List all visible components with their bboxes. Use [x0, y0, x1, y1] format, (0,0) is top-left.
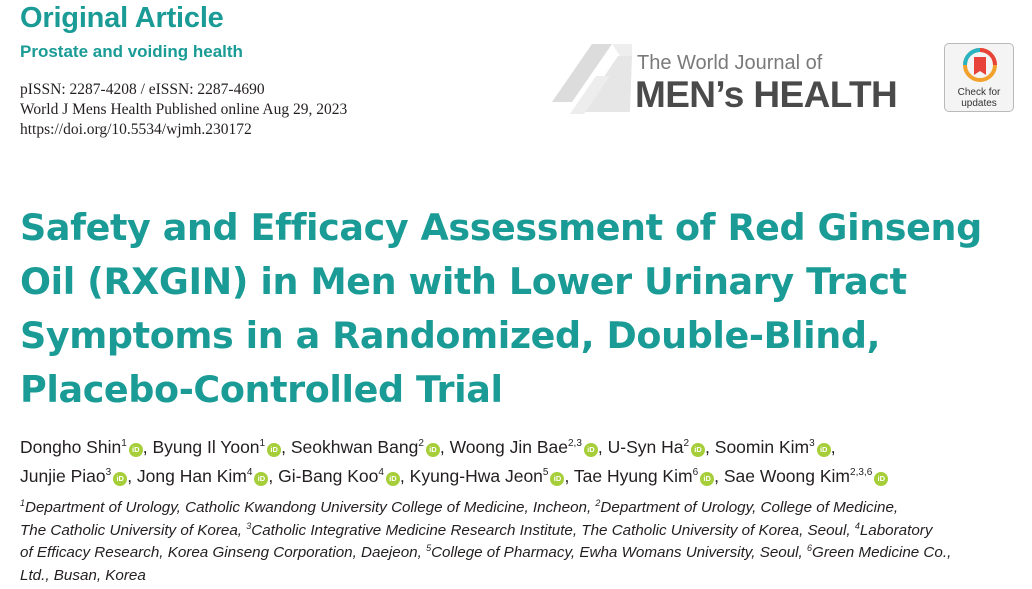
affiliations: 1Department of Urology, Catholic Kwandon…	[20, 497, 1020, 587]
title-line: Placebo-Controlled Trial	[20, 368, 503, 411]
author: Tae Hyung Kim6iD	[574, 466, 715, 486]
author-list: Dongho Shin1iD, Byung Il Yoon1iD, Seokhw…	[20, 433, 1025, 491]
orcid-icon[interactable]: iD	[550, 472, 565, 486]
orcid-icon[interactable]: iD	[874, 472, 889, 486]
affiliation-line: of Efficacy Research, Korea Ginseng Corp…	[20, 543, 952, 562]
orcid-icon[interactable]: iD	[385, 472, 400, 486]
title-line: Oil (RXGIN) in Men with Lower Urinary Tr…	[20, 260, 907, 303]
title-line: Symptoms in a Randomized, Double-Blind,	[20, 314, 881, 357]
author-line: Dongho Shin1iD, Byung Il Yoon1iD, Seokhw…	[20, 437, 836, 457]
publication-line: World J Mens Health Published online Aug…	[20, 101, 348, 118]
doi-link[interactable]: https://doi.org/10.5534/wjmh.230172	[20, 121, 252, 138]
author: Jong Han Kim4iD	[137, 466, 269, 486]
journal-name-line2: MEN’s HEALTH	[635, 74, 898, 115]
journal-logo-mark	[552, 44, 632, 114]
affiliation-line: The Catholic University of Korea, 3Catho…	[20, 520, 933, 539]
author-line: Junjie Piao3iD, Jong Han Kim4iD, Gi-Bang…	[20, 462, 1025, 491]
author: Dongho Shin1iD	[20, 437, 143, 457]
crossmark-icon	[963, 48, 997, 82]
author: Sae Woong Kim2,3,6iD	[724, 466, 889, 486]
orcid-icon[interactable]: iD	[425, 443, 440, 457]
orcid-icon[interactable]: iD	[267, 443, 282, 457]
author: Kyung-Hwa Jeon5iD	[410, 466, 565, 486]
author: Woong Jin Bae2,3iD	[450, 437, 598, 457]
author: Seokhwan Bang2iD	[291, 437, 440, 457]
check-for-updates-button[interactable]: Check for updates	[944, 43, 1014, 112]
author: Gi-Bang Koo4iD	[278, 466, 400, 486]
author: Junjie Piao3iD	[20, 466, 128, 486]
article-section: Prostate and voiding health	[20, 42, 243, 61]
orcid-icon[interactable]: iD	[816, 443, 831, 457]
article-type: Original Article	[20, 2, 224, 34]
orcid-icon[interactable]: iD	[691, 443, 706, 457]
author: Byung Il Yoon1iD	[153, 437, 282, 457]
journal-name-line1: The World Journal of	[637, 52, 823, 74]
orcid-icon[interactable]: iD	[254, 472, 269, 486]
orcid-icon[interactable]: iD	[700, 472, 715, 486]
orcid-icon[interactable]: iD	[583, 443, 598, 457]
orcid-icon[interactable]: iD	[128, 443, 143, 457]
author: U-Syn Ha2iD	[608, 437, 706, 457]
check-updates-label: Check for updates	[957, 87, 1001, 109]
title-line: Safety and Efficacy Assessment of Red Gi…	[20, 206, 982, 249]
orcid-icon[interactable]: iD	[113, 472, 128, 486]
affiliation-line: 1Department of Urology, Catholic Kwandon…	[20, 498, 899, 517]
author: Soomin Kim3iD	[715, 437, 831, 457]
issn-line: pISSN: 2287-4208 / eISSN: 2287-4690	[20, 81, 265, 98]
article-title: Safety and Efficacy Assessment of Red Gi…	[20, 201, 1010, 417]
affiliation-line: Ltd., Busan, Korea	[20, 566, 146, 584]
